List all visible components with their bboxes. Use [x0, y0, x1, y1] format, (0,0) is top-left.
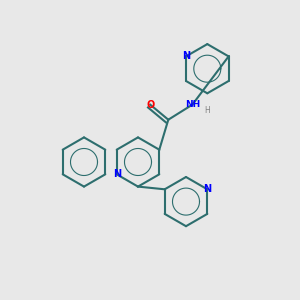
Text: H: H — [204, 106, 210, 115]
Text: N: N — [182, 51, 190, 62]
Text: N: N — [112, 169, 121, 179]
Text: O: O — [146, 100, 154, 110]
Text: N: N — [203, 184, 212, 194]
Text: NH: NH — [185, 100, 200, 109]
